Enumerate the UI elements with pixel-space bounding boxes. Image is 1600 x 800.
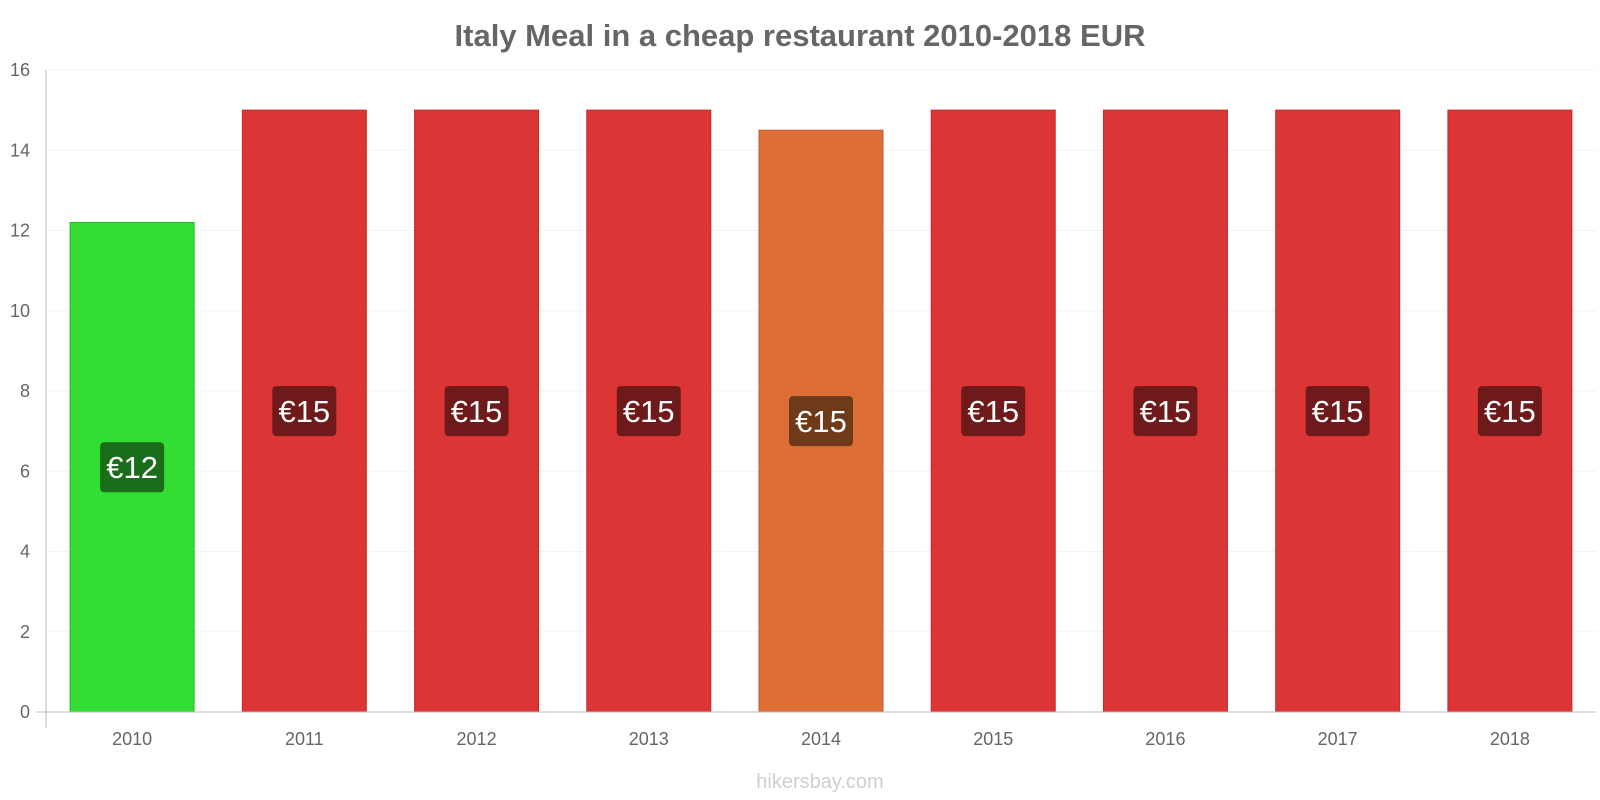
y-tick-label: 12 [10,221,30,241]
y-tick-label: 0 [20,702,30,722]
data-label-2016: €15 [1133,386,1198,437]
x-tick-label: 2016 [1145,729,1185,749]
watermark: hikersbay.com [756,771,883,793]
y-tick-label: 14 [10,140,30,160]
data-label-box [789,396,853,447]
data-label-text: €15 [1484,394,1536,429]
data-label-2018: €15 [1477,386,1542,437]
y-tick-label: 4 [20,542,30,562]
data-label-text: €15 [278,394,330,429]
data-label-box [272,386,337,437]
data-label-box [1477,386,1542,437]
x-tick-label: 2011 [285,729,324,749]
y-tick-label: 16 [10,60,30,80]
y-axis-ticks: 0 2 4 6 8 10 12 14 16 [10,60,30,722]
data-label-text: €15 [1140,394,1192,429]
x-tick-label: 2013 [629,729,669,749]
data-label-text: €15 [451,394,503,429]
data-label-text: €15 [623,394,675,429]
x-tick-label: 2012 [457,729,497,749]
data-label-2013: €15 [616,386,681,437]
x-tick-label: 2010 [112,729,152,749]
chart-title: Italy Meal in a cheap restaurant 2010-20… [455,18,1146,53]
data-label-2014: €15 [789,396,853,447]
data-label-box [100,442,165,493]
data-label-box [616,386,681,437]
data-label-box [1305,386,1370,437]
y-tick-label: 2 [20,622,30,642]
x-tick-label: 2018 [1490,729,1530,749]
data-label-2010: €12 [100,442,165,493]
y-tick-label: 10 [10,301,30,321]
x-tick-label: 2014 [801,729,841,749]
data-labels: €12 €15 €15 €15 €15 €15 €15 €15 €15 [100,386,1542,493]
data-label-2015: €15 [961,386,1026,437]
data-label-text: €15 [967,394,1019,429]
x-axis-ticks: 2010 2011 2012 2013 2014 2015 2016 2017 2018 [112,729,1530,749]
x-tick-label: 2015 [973,729,1013,749]
y-tick-label: 8 [20,381,30,401]
data-label-2017: €15 [1305,386,1370,437]
data-label-text: €12 [106,450,158,485]
data-label-box [444,386,509,437]
y-tick-label: 6 [20,461,30,481]
data-label-box [1133,386,1198,437]
data-label-text: €15 [1312,394,1364,429]
x-tick-label: 2017 [1318,729,1358,749]
data-label-2012: €15 [444,386,509,437]
data-label-text: €15 [795,404,847,439]
data-label-box [961,386,1026,437]
data-label-2011: €15 [272,386,337,437]
